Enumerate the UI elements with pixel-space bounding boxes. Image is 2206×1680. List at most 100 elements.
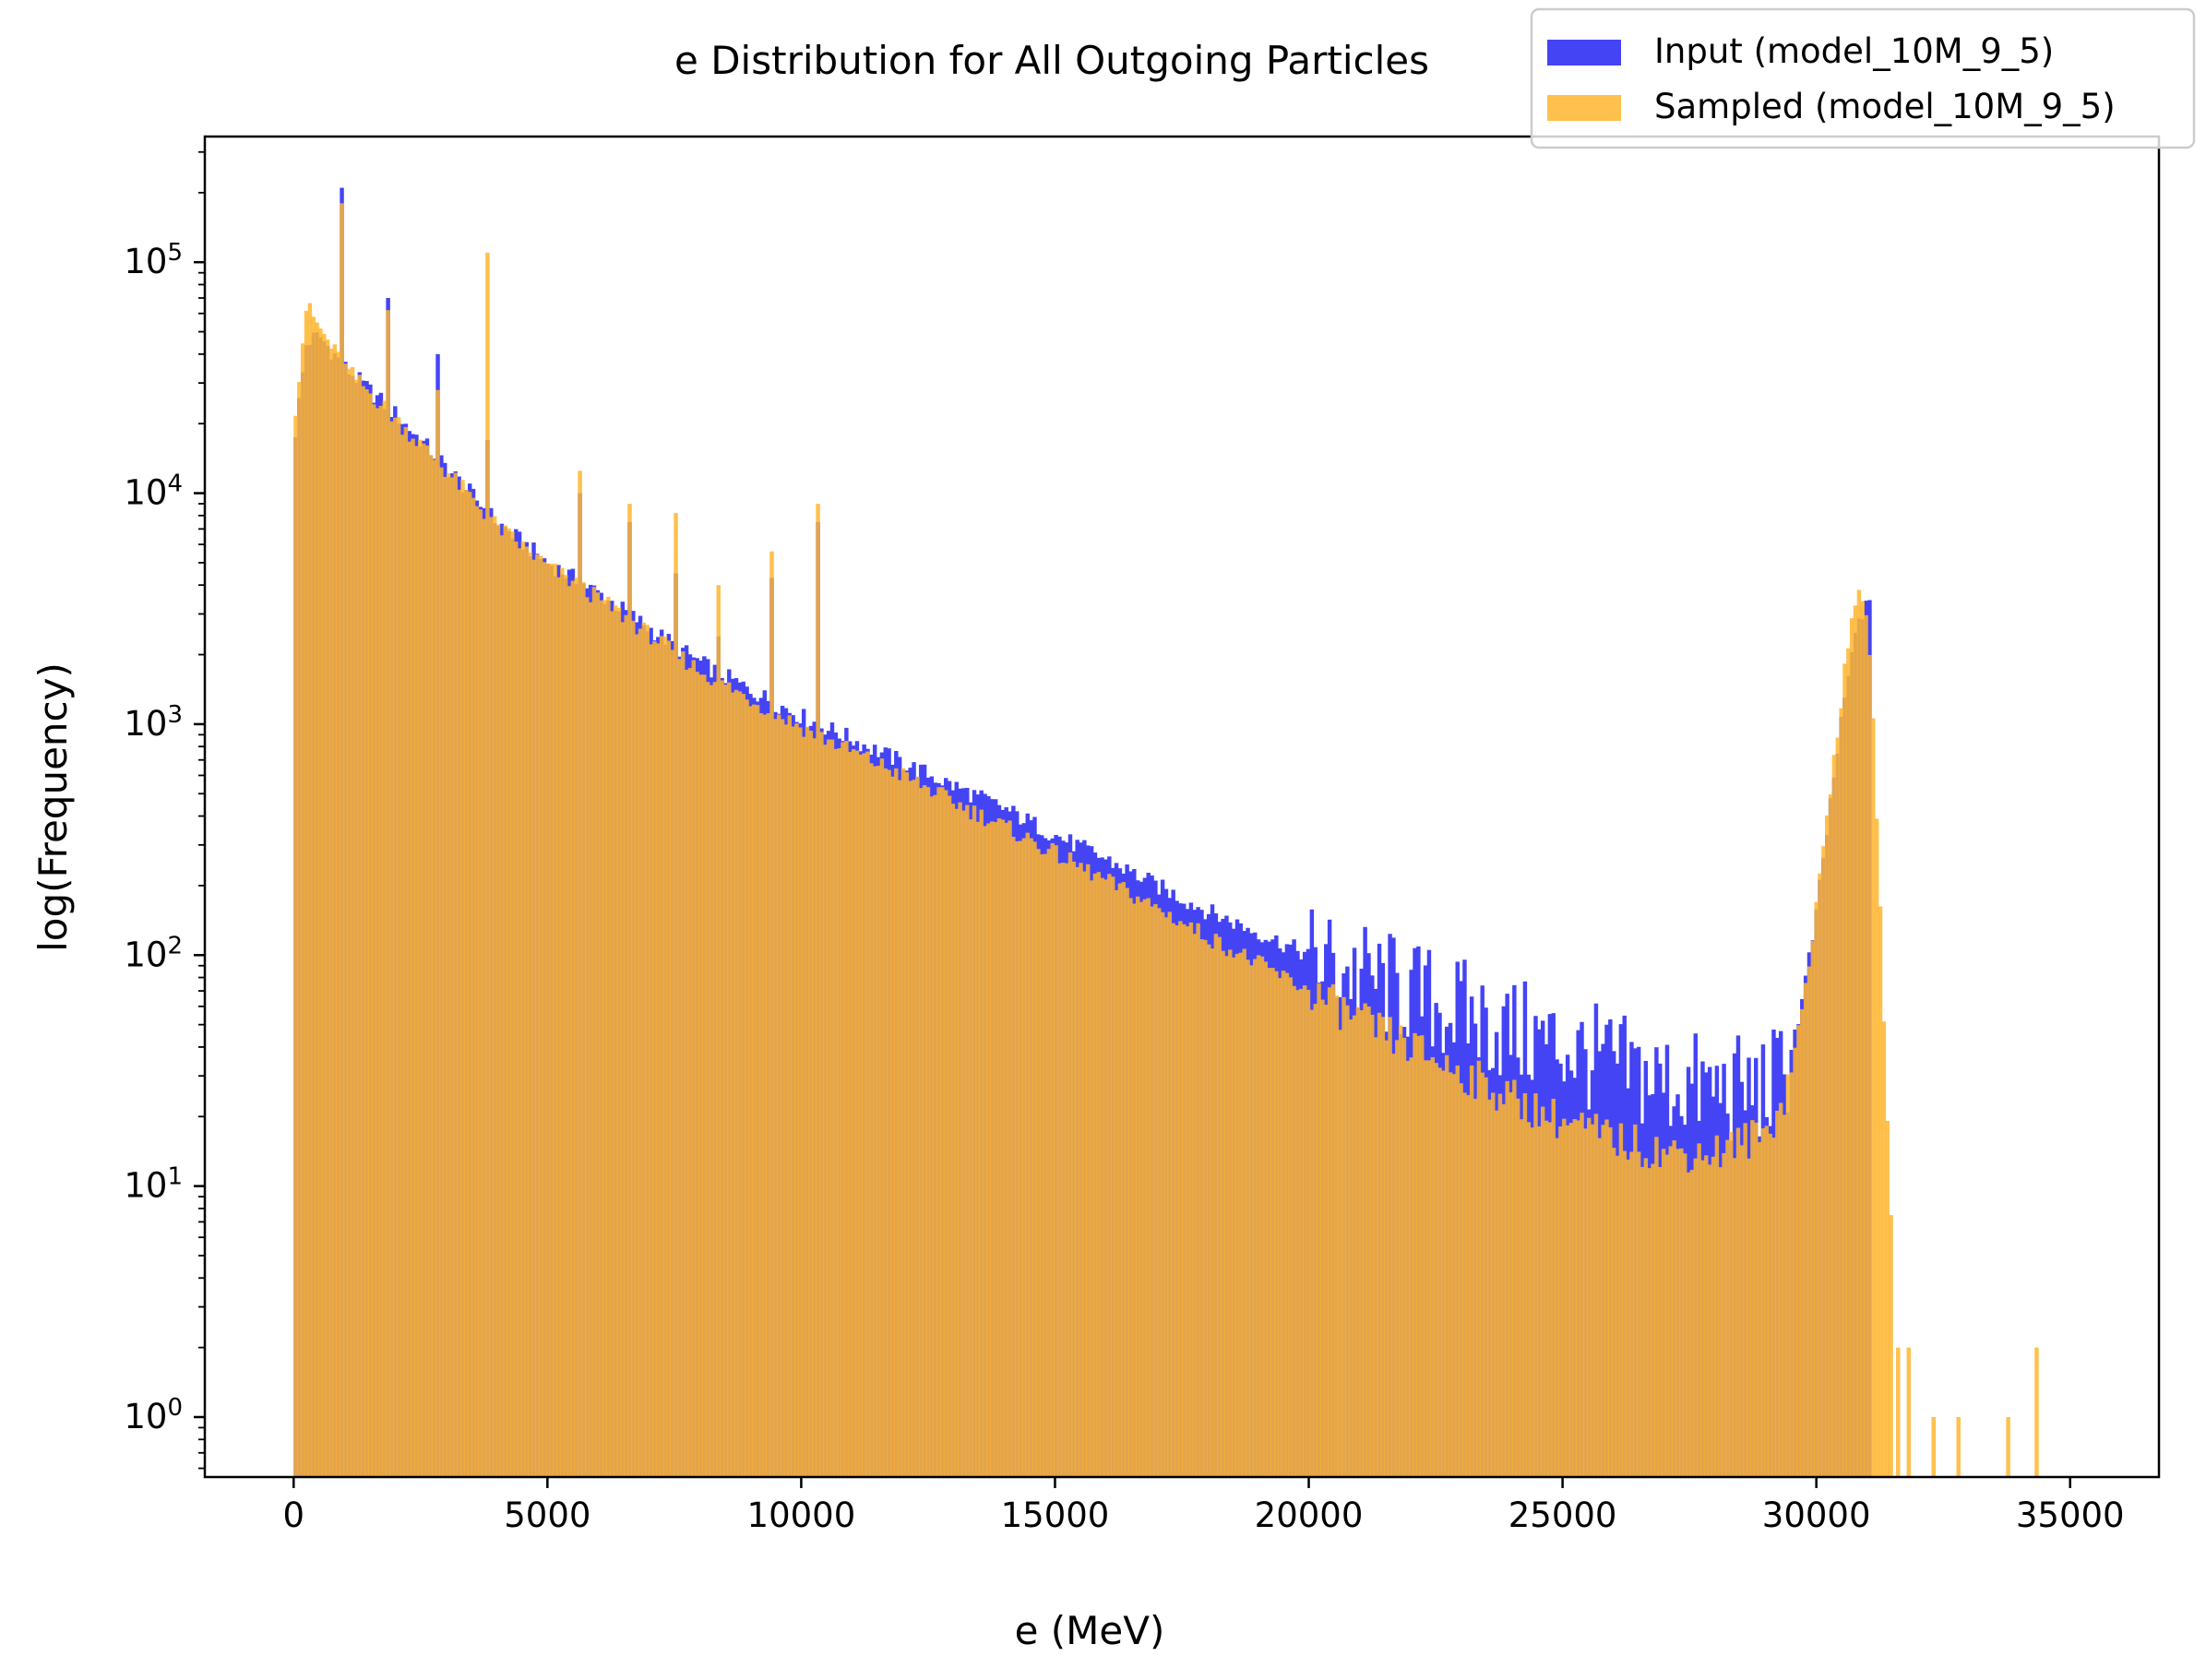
histogram-bar bbox=[1839, 708, 1843, 1477]
histogram-bar bbox=[1821, 846, 1826, 1477]
histogram-bar bbox=[1263, 961, 1269, 1477]
histogram-bar bbox=[1931, 1417, 1936, 1477]
histogram-bar bbox=[421, 443, 426, 1477]
histogram-bar bbox=[794, 723, 799, 1477]
histogram-bar bbox=[1782, 1114, 1787, 1477]
histogram-bar bbox=[755, 705, 760, 1477]
histogram-bar bbox=[1345, 1005, 1350, 1477]
chart-title: e Distribution for All Outgoing Particle… bbox=[674, 38, 1429, 83]
histogram-bar bbox=[1277, 978, 1282, 1477]
x-tick-label: 15000 bbox=[1001, 1495, 1110, 1535]
histogram-bar bbox=[510, 531, 515, 1477]
histogram-bar bbox=[1896, 1347, 1901, 1477]
histogram-bar bbox=[1334, 995, 1340, 1477]
histogram-bar bbox=[1547, 1122, 1553, 1477]
histogram-bar bbox=[1590, 1124, 1595, 1477]
histogram-bar bbox=[318, 328, 323, 1477]
histogram-bar bbox=[1146, 898, 1151, 1477]
histogram-bar bbox=[737, 691, 743, 1477]
histogram-bar bbox=[1192, 934, 1197, 1477]
histogram-bar bbox=[453, 472, 459, 1478]
histogram-bar bbox=[1395, 1040, 1400, 1477]
histogram-bar bbox=[1491, 1092, 1496, 1477]
histogram-bar bbox=[353, 379, 359, 1477]
histogram-bar bbox=[872, 766, 877, 1477]
histogram-bar bbox=[300, 343, 305, 1478]
histogram-bar bbox=[741, 694, 745, 1477]
histogram-bar bbox=[1615, 1155, 1620, 1477]
histogram-bar bbox=[307, 303, 313, 1477]
histogram-bar bbox=[677, 659, 682, 1477]
histogram-bar bbox=[1313, 1004, 1318, 1477]
histogram-bar bbox=[1057, 863, 1062, 1477]
histogram-bar bbox=[1366, 1006, 1371, 1477]
histogram-bar bbox=[1295, 990, 1300, 1477]
histogram-bar bbox=[2034, 1347, 2039, 1477]
histogram-bar bbox=[414, 446, 419, 1478]
histogram-bar bbox=[1622, 1150, 1627, 1477]
histogram-bar bbox=[1317, 983, 1321, 1477]
histogram-bar bbox=[1228, 949, 1233, 1477]
histogram-bar bbox=[340, 203, 344, 1477]
histogram-bar bbox=[1775, 1110, 1780, 1477]
histogram-bar bbox=[1476, 1060, 1482, 1477]
histogram-bar bbox=[684, 669, 689, 1477]
histogram-bar bbox=[403, 426, 409, 1477]
histogram-bar bbox=[1497, 1093, 1503, 1477]
histogram-bar bbox=[1640, 1166, 1645, 1477]
histogram-bar bbox=[1768, 1133, 1772, 1477]
histogram-bar bbox=[1484, 1077, 1488, 1477]
histogram-bar bbox=[460, 480, 465, 1477]
histogram-bar bbox=[393, 417, 398, 1478]
histogram-bar bbox=[610, 611, 614, 1477]
histogram-bar bbox=[396, 417, 401, 1478]
histogram-bar bbox=[1167, 911, 1173, 1477]
histogram-bar bbox=[1100, 877, 1104, 1477]
histogram-bar bbox=[1064, 863, 1069, 1477]
histogram-bar bbox=[347, 368, 352, 1477]
histogram-bar bbox=[1562, 1118, 1567, 1477]
histogram-bar bbox=[311, 316, 316, 1477]
histogram-bar bbox=[1160, 911, 1165, 1477]
histogram-bar bbox=[698, 674, 703, 1477]
histogram-bar bbox=[1249, 965, 1254, 1477]
histogram-bar bbox=[471, 497, 476, 1478]
histogram-bar bbox=[983, 826, 987, 1477]
histogram-bar bbox=[1413, 1032, 1417, 1477]
histogram-bar bbox=[538, 555, 543, 1477]
histogram-bar bbox=[1046, 849, 1052, 1477]
histogram-bar bbox=[1636, 1151, 1641, 1477]
histogram-bar bbox=[1281, 971, 1286, 1477]
histogram-bar bbox=[670, 649, 674, 1477]
histogram-bar bbox=[1110, 876, 1115, 1477]
histogram-bar bbox=[766, 713, 770, 1477]
histogram-bar bbox=[720, 680, 724, 1477]
histogram-bar bbox=[1643, 1158, 1649, 1477]
histogram-bar bbox=[723, 685, 728, 1477]
histogram-bar bbox=[467, 492, 472, 1477]
histogram-bar bbox=[1874, 818, 1879, 1477]
legend: Input (model_10M_9_5) Sampled (model_10M… bbox=[1530, 7, 2196, 149]
histogram-bar bbox=[297, 381, 302, 1477]
histogram-bar bbox=[1121, 882, 1126, 1477]
histogram-bar bbox=[1785, 1074, 1791, 1477]
y-tick-label: 101 bbox=[124, 1163, 183, 1206]
histogram-bar bbox=[993, 822, 998, 1477]
histogram-bar bbox=[1576, 1120, 1580, 1477]
histogram-bar bbox=[517, 548, 522, 1477]
histogram-bar bbox=[315, 322, 319, 1477]
histogram-bar bbox=[823, 745, 828, 1477]
histogram-bar bbox=[1018, 840, 1023, 1477]
histogram-bar bbox=[1544, 1120, 1549, 1477]
histogram-bar bbox=[1856, 590, 1862, 1477]
histogram-bar bbox=[1831, 755, 1837, 1477]
histogram-bar bbox=[1327, 987, 1332, 1477]
histogram-bar bbox=[1444, 1054, 1449, 1477]
histogram-bar bbox=[457, 489, 461, 1477]
histogram-bar bbox=[1587, 1117, 1592, 1477]
histogram-bar bbox=[1682, 1153, 1687, 1477]
histogram-bar bbox=[1672, 1140, 1676, 1477]
histogram-bar bbox=[652, 641, 657, 1477]
histogram-bar bbox=[1885, 1120, 1890, 1477]
histogram-bar bbox=[1242, 948, 1246, 1477]
